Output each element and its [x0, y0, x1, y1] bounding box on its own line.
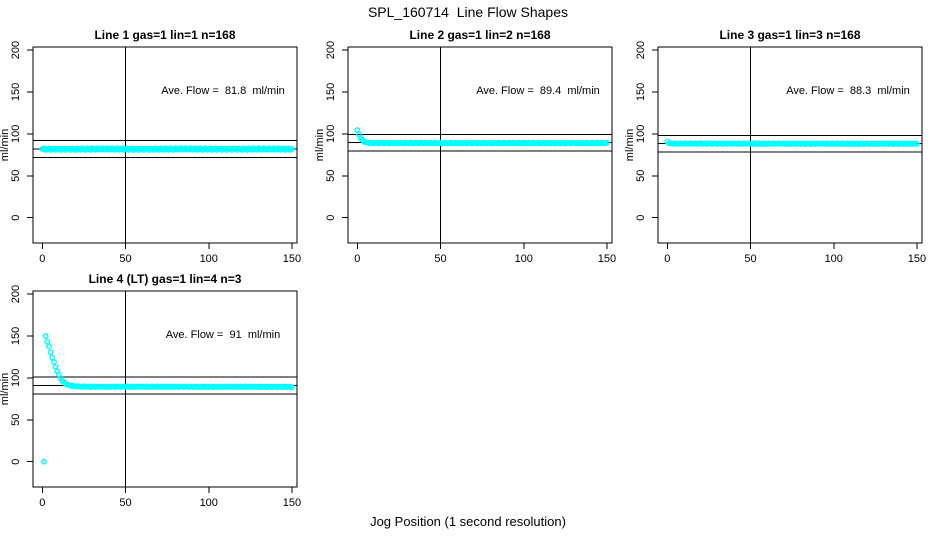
x-tick-label: 0	[39, 253, 45, 265]
y-axis-title: ml/min	[0, 373, 11, 405]
x-tick-label: 150	[283, 253, 301, 265]
y-tick-label: 200	[635, 41, 647, 59]
x-tick-label: 50	[744, 253, 756, 265]
x-tick-label: 150	[283, 497, 301, 509]
y-tick-label: 150	[635, 83, 647, 101]
page-title: SPL_160714 Line Flow Shapes	[367, 4, 569, 20]
y-tick-label: 200	[10, 41, 22, 59]
x-tick-label: 0	[39, 497, 45, 509]
y-tick-label: 100	[10, 125, 22, 143]
y-tick-label: 0	[325, 215, 337, 221]
axis-box	[657, 46, 923, 244]
y-tick-label: 0	[10, 459, 22, 465]
plot-canvas-0: 0 50 100 150 0 50 100 150 200 ml/min	[0, 41, 301, 265]
ave-flow-annotation-1: Ave. Flow = 81.8 ml/min	[161, 85, 285, 97]
data-point	[44, 338, 51, 345]
data-points	[41, 333, 295, 465]
y-tick-label: 0	[10, 215, 22, 221]
x-tick-label: 50	[119, 497, 131, 509]
x-tick-label: 150	[908, 253, 926, 265]
data-point	[604, 139, 610, 146]
data-point	[46, 343, 52, 350]
x-tick-label: 100	[200, 253, 218, 265]
data-points	[664, 138, 920, 148]
y-tick-label: 50	[325, 170, 337, 182]
y-tick-label: 150	[10, 83, 22, 101]
y-tick-label: 200	[10, 285, 22, 303]
data-point	[41, 458, 47, 465]
x-tick-label: 100	[200, 497, 218, 509]
data-point	[42, 333, 49, 339]
data-point	[289, 384, 295, 391]
subplot-2-title: Line 2 gas=1 lin=2 n=168	[409, 28, 551, 42]
y-tick-label: 50	[10, 414, 22, 426]
x-tick-label: 100	[515, 253, 533, 265]
y-tick-label: 150	[325, 83, 337, 101]
ave-flow-annotation-2: Ave. Flow = 89.4 ml/min	[476, 85, 600, 97]
y-tick-label: 100	[325, 125, 337, 143]
y-tick-label: 50	[635, 170, 647, 182]
subplot-1-title: Line 1 gas=1 lin=1 n=168	[94, 28, 236, 42]
x-tick-label: 100	[825, 253, 843, 265]
axis-box	[32, 46, 298, 244]
y-tick-label: 50	[10, 170, 22, 182]
y-tick-label: 200	[325, 41, 337, 59]
y-tick-label: 0	[635, 215, 647, 221]
data-points	[354, 127, 610, 147]
y-tick-label: 150	[10, 327, 22, 345]
subplot-4-title: Line 4 (LT) gas=1 lin=4 n=3	[88, 272, 242, 286]
axis-box	[32, 290, 298, 488]
x-tick-label: 50	[119, 253, 131, 265]
plot-canvas-2: 0 50 100 150 0 50 100 150 200 ml/min	[625, 41, 926, 265]
ave-flow-annotation-3: Ave. Flow = 88.3 ml/min	[786, 85, 910, 97]
plot-canvas-1: 0 50 100 150 0 50 100 150 200 ml/min	[315, 41, 616, 265]
ave-flow-annotation-4: Ave. Flow = 91 ml/min	[165, 329, 281, 341]
x-tick-label: 150	[598, 253, 616, 265]
y-tick-label: 100	[10, 369, 22, 387]
y-axis-title: ml/min	[0, 129, 11, 161]
x-tick-label: 0	[664, 253, 670, 265]
data-point	[47, 349, 54, 356]
data-point	[51, 359, 57, 365]
data-point	[289, 146, 295, 152]
data-point	[914, 141, 920, 147]
x-tick-label: 50	[434, 253, 446, 265]
axis-box	[347, 46, 613, 244]
subplot-3-title: Line 3 gas=1 lin=3 n=168	[719, 28, 861, 42]
x-tick-label: 0	[354, 253, 360, 265]
y-axis-title: ml/min	[315, 129, 326, 161]
y-axis-title: ml/min	[625, 129, 636, 161]
x-axis-title: Jog Position (1 second resolution)	[370, 514, 566, 529]
y-tick-label: 100	[635, 125, 647, 143]
data-points	[39, 145, 295, 153]
plot-canvas-3: 0 50 100 150 0 50 100 150 200 ml/min	[0, 285, 301, 509]
